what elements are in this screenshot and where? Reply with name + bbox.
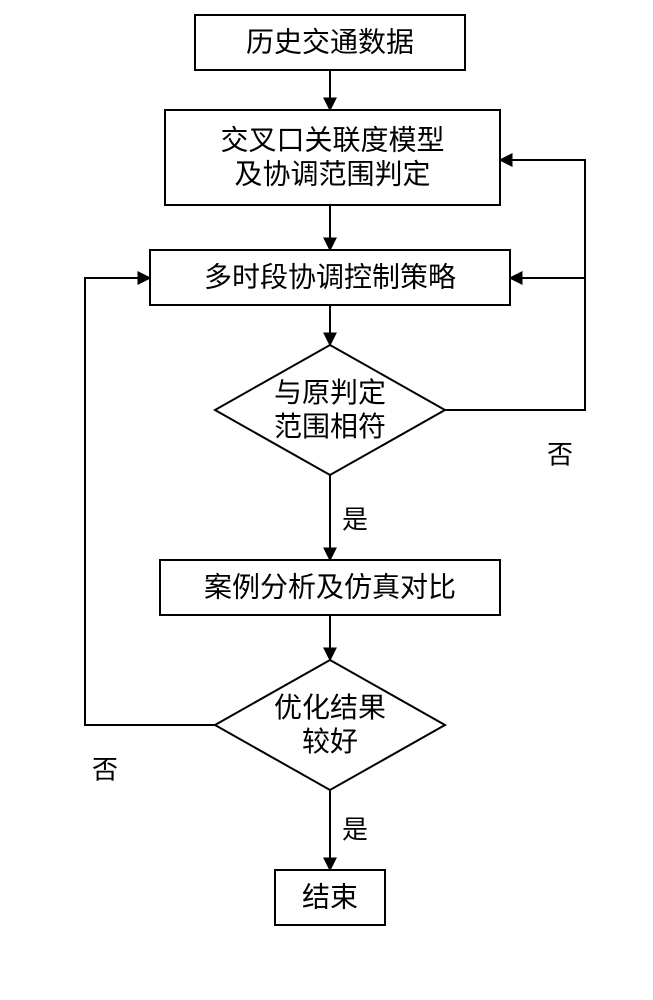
node-d2: 优化结果较好 (215, 660, 445, 790)
edge-label: 是 (342, 816, 368, 845)
node-n4: 案例分析及仿真对比 (160, 560, 500, 615)
node-label: 案例分析及仿真对比 (204, 571, 456, 603)
edge-label: 否 (92, 756, 118, 785)
node-n5: 结束 (275, 870, 385, 925)
node-n3: 多时段协调控制策略 (150, 250, 510, 305)
node-d1: 与原判定范围相符 (215, 345, 445, 475)
e-d1-n4: 是 (330, 475, 368, 560)
node-label: 历史交通数据 (246, 26, 414, 58)
node-label: 结束 (302, 881, 358, 913)
e-d1-no: 否 (445, 160, 585, 470)
node-label: 多时段协调控制策略 (204, 261, 456, 293)
node-n1: 历史交通数据 (195, 15, 465, 70)
e-d2-n5: 是 (330, 790, 368, 870)
edge-label: 否 (547, 441, 573, 470)
node-n2: 交叉口关联度模型及协调范围判定 (165, 110, 500, 205)
edge-label: 是 (342, 506, 368, 535)
e-d2-no: 否 (85, 278, 215, 785)
